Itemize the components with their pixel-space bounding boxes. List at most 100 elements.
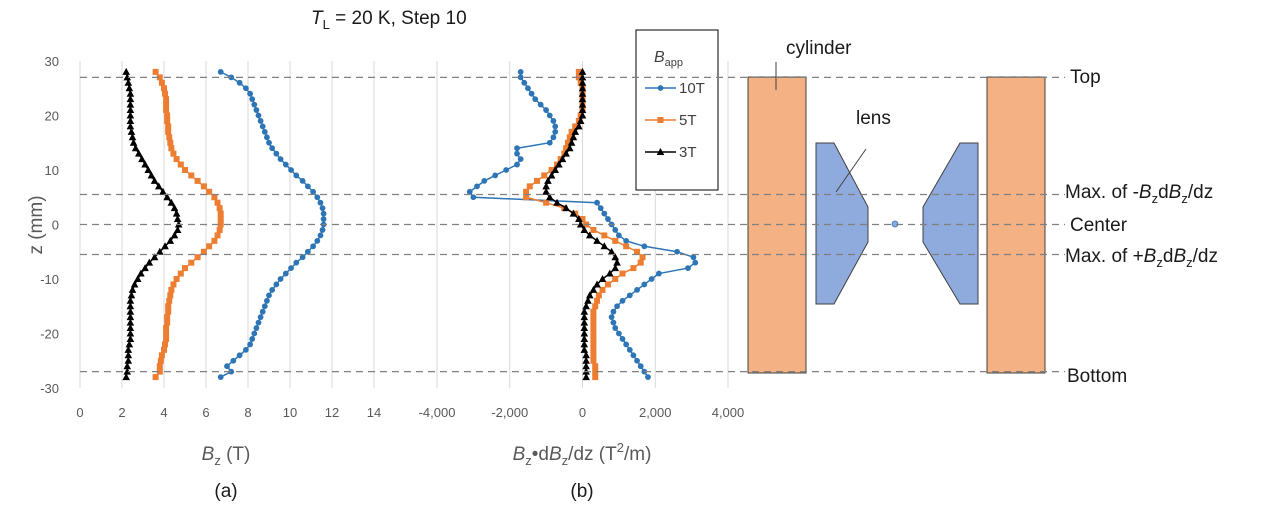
- data-point-b-10T: [546, 139, 553, 146]
- data-point-a-5T: [194, 177, 201, 184]
- data-point-a-5T: [152, 68, 159, 75]
- y-tick-label: -20: [40, 327, 59, 342]
- data-point-a-10T: [277, 276, 284, 282]
- data-point-a-5T: [206, 188, 213, 195]
- data-point-b-3T: [578, 73, 587, 81]
- data-point-b-10T: [552, 123, 559, 130]
- series-group-a: [122, 67, 327, 381]
- top-label: Top: [1070, 67, 1101, 88]
- data-point-a-5T: [173, 156, 180, 163]
- lens-callout-line: [835, 148, 867, 193]
- data-point-b-10T: [612, 227, 619, 233]
- data-point-b-10T: [626, 346, 633, 353]
- max-neg-label: Max. of -BzdBz/dz: [1065, 182, 1213, 206]
- data-point-a-5T: [217, 221, 224, 228]
- data-point-b-3T: [553, 198, 561, 206]
- data-point-a-5T: [217, 210, 224, 217]
- data-point-a-3T: [126, 318, 135, 326]
- data-point-b-5T: [526, 183, 533, 190]
- data-point-a-3T: [126, 100, 135, 108]
- data-point-b-10T: [690, 254, 697, 261]
- data-point-a-10T: [273, 281, 280, 288]
- data-point-a-10T: [319, 205, 326, 212]
- max-pos-label: Max. of +BzdBz/dz: [1065, 246, 1218, 270]
- data-point-a-3T: [126, 95, 135, 103]
- y-tick-label: -10: [40, 272, 59, 287]
- data-point-b-3T: [582, 356, 590, 364]
- y-tick-label: 20: [45, 109, 59, 124]
- data-point-a-3T: [122, 373, 130, 381]
- data-point-b-3T: [580, 329, 589, 337]
- y-tick-label: 30: [45, 54, 59, 69]
- x-tick-label-a: 4: [160, 405, 167, 420]
- panel-label-a: (a): [214, 481, 237, 502]
- data-point-b-5T: [590, 226, 597, 233]
- panel-label-b: (b): [570, 481, 593, 502]
- data-point-a-10T: [288, 265, 294, 271]
- data-point-a-3T: [147, 171, 156, 179]
- data-point-b-10T: [550, 134, 557, 141]
- data-point-a-3T: [126, 302, 135, 310]
- data-point-a-10T: [251, 330, 258, 337]
- x-tick-label-b: 4,000: [712, 405, 745, 420]
- data-point-a-5T: [216, 226, 223, 233]
- data-point-b-3T: [551, 166, 560, 173]
- data-point-b-10T: [645, 374, 651, 380]
- data-point-a-5T: [163, 325, 170, 332]
- data-point-a-10T: [247, 341, 254, 348]
- data-point-b-10T: [610, 319, 617, 326]
- data-point-b-3T: [584, 296, 592, 304]
- data-point-b-5T: [590, 357, 597, 364]
- data-point-a-5T: [217, 216, 224, 223]
- data-point-a-10T: [310, 243, 316, 250]
- data-point-b-3T: [562, 204, 570, 212]
- data-point-a-5T: [158, 79, 165, 86]
- data-point-a-3T: [126, 329, 135, 337]
- data-point-b-3T: [558, 155, 567, 163]
- data-point-a-5T: [211, 194, 218, 201]
- data-point-a-3T: [166, 236, 175, 244]
- data-point-b-10T: [685, 265, 691, 271]
- data-point-a-10T: [243, 85, 249, 92]
- data-point-a-10T: [253, 325, 260, 331]
- data-point-a-10T: [259, 123, 266, 130]
- bottom-label: Bottom: [1067, 366, 1127, 387]
- x-axis-label-a: Bz (T): [202, 444, 251, 468]
- data-point-b-10T: [492, 172, 499, 179]
- data-point-a-10T: [266, 292, 272, 299]
- data-point-b-3T: [575, 215, 583, 223]
- data-point-b-10T: [481, 178, 488, 184]
- data-point-a-10T: [257, 118, 264, 124]
- data-point-b-3T: [600, 242, 609, 250]
- data-point-a-10T: [282, 161, 289, 168]
- data-point-b-5T: [523, 188, 530, 195]
- data-point-b-3T: [567, 138, 576, 146]
- data-point-a-5T: [200, 248, 207, 255]
- x-tick-labels-b: -4,000 -2,000 0 2,000 4,000: [419, 405, 745, 420]
- data-point-b-3T: [569, 133, 578, 141]
- x-tick-label-a: 8: [244, 405, 251, 420]
- data-point-b-3T: [578, 111, 587, 119]
- data-point-b-3T: [576, 220, 585, 228]
- data-point-a-10T: [304, 183, 311, 190]
- data-point-a-3T: [170, 204, 179, 212]
- data-point-b-10T: [517, 156, 524, 163]
- data-point-b-3T: [578, 95, 587, 103]
- data-point-b-5T: [594, 297, 601, 304]
- data-point-a-5T: [165, 123, 172, 130]
- data-point-a-10T: [228, 368, 235, 375]
- data-point-b-10T: [601, 210, 608, 217]
- data-point-b-10T: [594, 199, 600, 206]
- legend: Bapp 10T 5T 3T: [635, 29, 719, 191]
- x-tick-label-b: -4,000: [419, 405, 456, 420]
- data-point-b-3T: [611, 264, 620, 272]
- data-point-a-3T: [141, 160, 149, 168]
- data-point-b-3T: [578, 78, 587, 86]
- data-point-a-3T: [126, 122, 135, 130]
- data-point-a-3T: [127, 291, 136, 299]
- data-point-b-10T: [552, 128, 559, 135]
- data-point-b-3T: [589, 285, 598, 293]
- data-point-a-10T: [236, 352, 243, 359]
- data-point-b-3T: [565, 144, 574, 152]
- data-point-a-5T: [156, 363, 163, 370]
